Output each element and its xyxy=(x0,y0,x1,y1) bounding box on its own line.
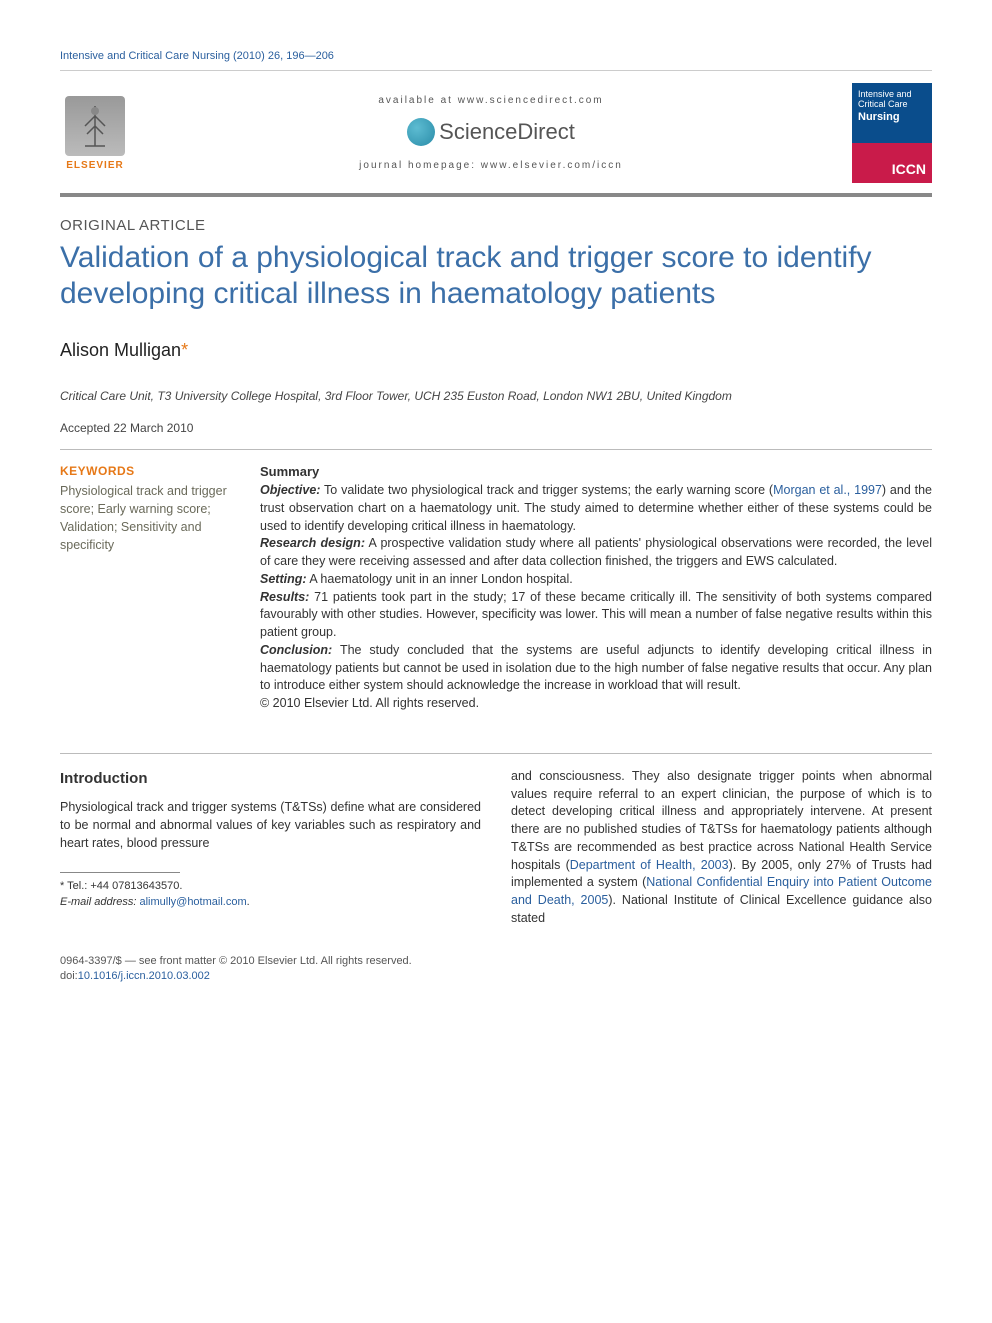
corresponding-marker: * xyxy=(181,340,188,360)
footnote-rule xyxy=(60,872,180,873)
author-text: Alison Mulligan xyxy=(60,340,181,360)
journal-citation: Intensive and Critical Care Nursing (201… xyxy=(60,50,932,62)
elsevier-logo[interactable]: ELSEVIER xyxy=(60,96,130,171)
design-label: Research design: xyxy=(260,536,365,550)
conclusion-label: Conclusion: xyxy=(260,643,332,657)
masthead: ELSEVIER available at www.sciencedirect.… xyxy=(60,70,932,197)
intro-para-right: and consciousness. They also designate t… xyxy=(511,768,932,928)
reference-link-morgan[interactable]: Morgan et al., 1997 xyxy=(773,483,882,497)
results-text: 71 patients took part in the study; 17 o… xyxy=(260,590,932,640)
abstract-block: KEYWORDS Physiological track and trigger… xyxy=(60,464,932,713)
divider xyxy=(60,753,932,754)
summary-body: Objective: To validate two physiological… xyxy=(260,482,932,713)
affiliation-text: Critical Care Unit, T3 University Colleg… xyxy=(60,389,932,403)
intro-para-left: Physiological track and trigger systems … xyxy=(60,799,481,852)
setting-label: Setting: xyxy=(260,572,307,586)
footnotes: * Tel.: +44 07813643570. E-mail address:… xyxy=(60,879,481,910)
results-label: Results: xyxy=(260,590,309,604)
setting-text: A haematology unit in an inner London ho… xyxy=(307,572,573,586)
reference-link-doh[interactable]: Department of Health, 2003 xyxy=(570,858,729,872)
sciencedirect-ball-icon xyxy=(407,118,435,146)
page-footer: 0964-3397/$ — see front matter © 2010 El… xyxy=(60,954,932,985)
objective-text: To validate two physiological track and … xyxy=(320,483,773,497)
accepted-date: Accepted 22 March 2010 xyxy=(60,421,932,435)
cover-title-line2: Nursing xyxy=(858,111,926,123)
left-column: Introduction Physiological track and tri… xyxy=(60,768,481,928)
keywords-list: Physiological track and trigger score; E… xyxy=(60,482,230,555)
author-name: Alison Mulligan* xyxy=(60,340,932,361)
elsevier-tree-icon xyxy=(65,96,125,156)
journal-homepage-text: journal homepage: www.elsevier.com/iccn xyxy=(150,160,832,171)
summary-column: Summary Objective: To validate two physi… xyxy=(260,464,932,713)
article-title: Validation of a physiological track and … xyxy=(60,240,932,312)
doi-link[interactable]: 10.1016/j.iccn.2010.03.002 xyxy=(78,970,210,982)
intro-text-a: and consciousness. They also designate t… xyxy=(511,769,932,872)
sciencedirect-logo[interactable]: ScienceDirect xyxy=(150,118,832,146)
summary-heading: Summary xyxy=(260,464,932,479)
introduction-heading: Introduction xyxy=(60,768,481,789)
article-type-label: ORIGINAL ARTICLE xyxy=(60,217,932,234)
divider xyxy=(60,449,932,450)
abstract-copyright: © 2010 Elsevier Ltd. All rights reserved… xyxy=(260,695,932,713)
elsevier-wordmark: ELSEVIER xyxy=(60,160,130,171)
keywords-column: KEYWORDS Physiological track and trigger… xyxy=(60,464,230,713)
email-label: E-mail address: xyxy=(60,896,136,908)
body-two-column: Introduction Physiological track and tri… xyxy=(60,768,932,928)
right-column: and consciousness. They also designate t… xyxy=(511,768,932,928)
author-email-link[interactable]: alimully@hotmail.com xyxy=(136,896,246,908)
sciencedirect-wordmark: ScienceDirect xyxy=(439,119,575,145)
front-matter-line: 0964-3397/$ — see front matter © 2010 El… xyxy=(60,954,932,969)
cover-title-line1: Intensive and Critical Care xyxy=(858,89,926,109)
corresponding-tel: * Tel.: +44 07813643570. xyxy=(60,879,481,894)
journal-cover-thumbnail[interactable]: Intensive and Critical Care Nursing ICCN xyxy=(852,83,932,183)
email-tail: . xyxy=(247,896,250,908)
objective-label: Objective: xyxy=(260,483,320,497)
cover-badge: ICCN xyxy=(858,161,926,177)
doi-label: doi: xyxy=(60,970,78,982)
conclusion-text: The study concluded that the systems are… xyxy=(260,643,932,693)
available-at-text: available at www.sciencedirect.com xyxy=(150,95,832,106)
keywords-heading: KEYWORDS xyxy=(60,464,230,478)
